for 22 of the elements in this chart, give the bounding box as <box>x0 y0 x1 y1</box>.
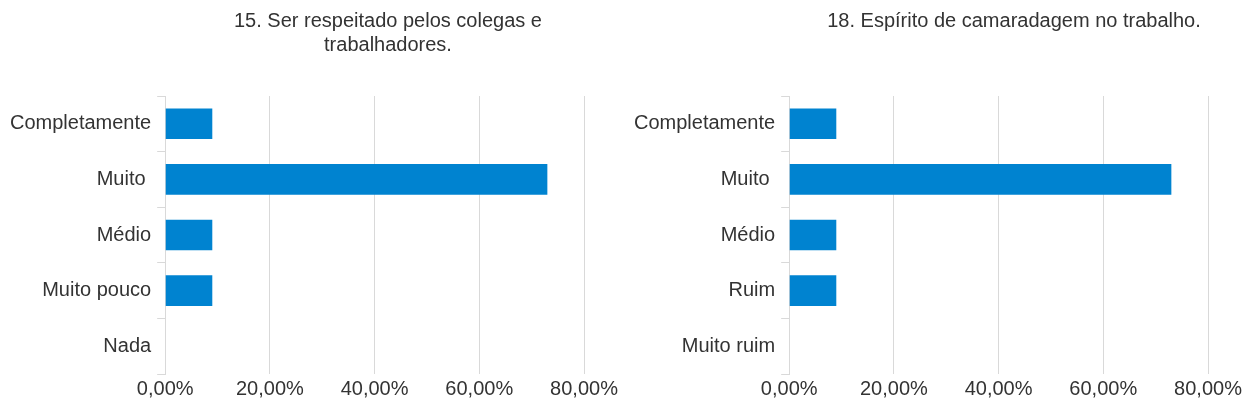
y-tick-label: Muito <box>96 166 152 189</box>
chart-title: 18. Espírito de camaradagem no trabalho. <box>826 8 1202 32</box>
x-tick-label: 40,00% <box>964 376 1033 399</box>
y-tick-label: Nada <box>103 333 153 356</box>
y-tick-label: Muito ruim <box>681 333 776 356</box>
y-tick-label: Médio <box>96 222 152 245</box>
x-tick-label: 40,00% <box>340 376 409 399</box>
y-tick-label: Médio <box>720 222 776 245</box>
y-tick-label: Completamente <box>9 111 152 134</box>
x-tick-label: 0,00% <box>136 376 194 399</box>
chart-title: 15. Ser respeitado pelos colegas e trabalhadores. <box>233 8 543 56</box>
x-tick-label: 20,00% <box>859 376 929 399</box>
x-tick-label: 60,00% <box>445 376 514 399</box>
y-tick-label: Muito pouco <box>42 278 152 301</box>
x-tick-label: 20,00% <box>235 376 305 399</box>
y-tick-label: Completamente <box>633 111 776 134</box>
y-tick-label: Muito <box>720 166 776 189</box>
x-tick-label: 0,00% <box>760 376 818 399</box>
x-tick-label: 60,00% <box>1069 376 1138 399</box>
x-tick-label: 80,00% <box>1174 376 1243 399</box>
y-tick-label: Ruim <box>728 278 776 301</box>
x-tick-label: 80,00% <box>550 376 619 399</box>
